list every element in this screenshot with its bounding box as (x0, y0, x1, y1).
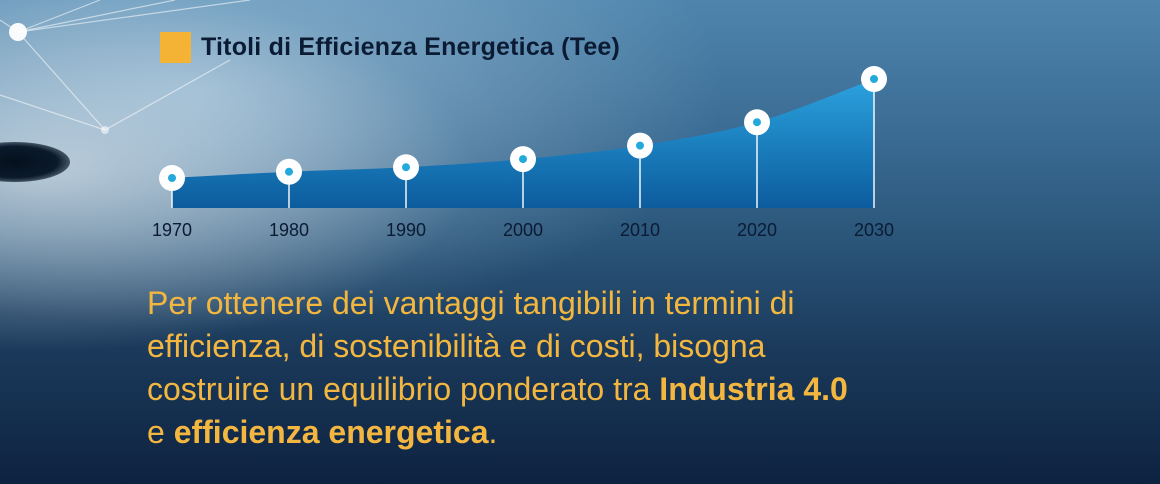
x-tick-label: 1980 (269, 220, 309, 240)
message-line: Per ottenere dei vantaggi tangibili in t… (147, 285, 795, 321)
message-text-segment: . (488, 414, 498, 450)
data-point-center (168, 174, 176, 182)
data-point-center (519, 155, 527, 164)
network-node (9, 23, 27, 41)
highlight-industria: Industria 4.0 (659, 371, 848, 407)
network-node (101, 126, 109, 134)
data-point-center (753, 118, 761, 127)
x-tick-label: 1990 (386, 220, 426, 240)
message-line: costruire un equilibrio ponderato tra In… (147, 368, 1047, 411)
highlight-efficienza: efficienza energetica (173, 414, 489, 450)
x-tick-label: 2030 (854, 220, 894, 240)
x-tick-label: 1970 (152, 220, 192, 240)
x-tick-label: 2020 (737, 220, 777, 240)
message-text-segment: costruire un equilibrio ponderato tra (147, 371, 660, 407)
message-line: efficienza, di sostenibilità e di costi,… (147, 328, 766, 364)
chart-title: Titoli di Efficienza Energetica (Tee) (160, 32, 620, 63)
message-text: Per ottenere dei vantaggi tangibili in t… (147, 282, 1047, 454)
area-chart: 1970 1980 1990 2000 2010 2020 2030 (151, 75, 895, 240)
data-point-center (870, 75, 878, 83)
x-tick-label: 2010 (620, 220, 660, 240)
data-point-center (636, 141, 644, 150)
message-text-segment: e (147, 414, 174, 450)
chart-title-text: Titoli di Efficienza Energetica (Tee) (201, 33, 621, 61)
area-fill (172, 79, 874, 208)
title-swatch (160, 32, 191, 63)
x-tick-label: 2000 (503, 220, 543, 240)
data-point-center (285, 167, 293, 176)
message-line: e efficienza energetica. (147, 411, 1047, 454)
data-point-center (402, 163, 410, 172)
